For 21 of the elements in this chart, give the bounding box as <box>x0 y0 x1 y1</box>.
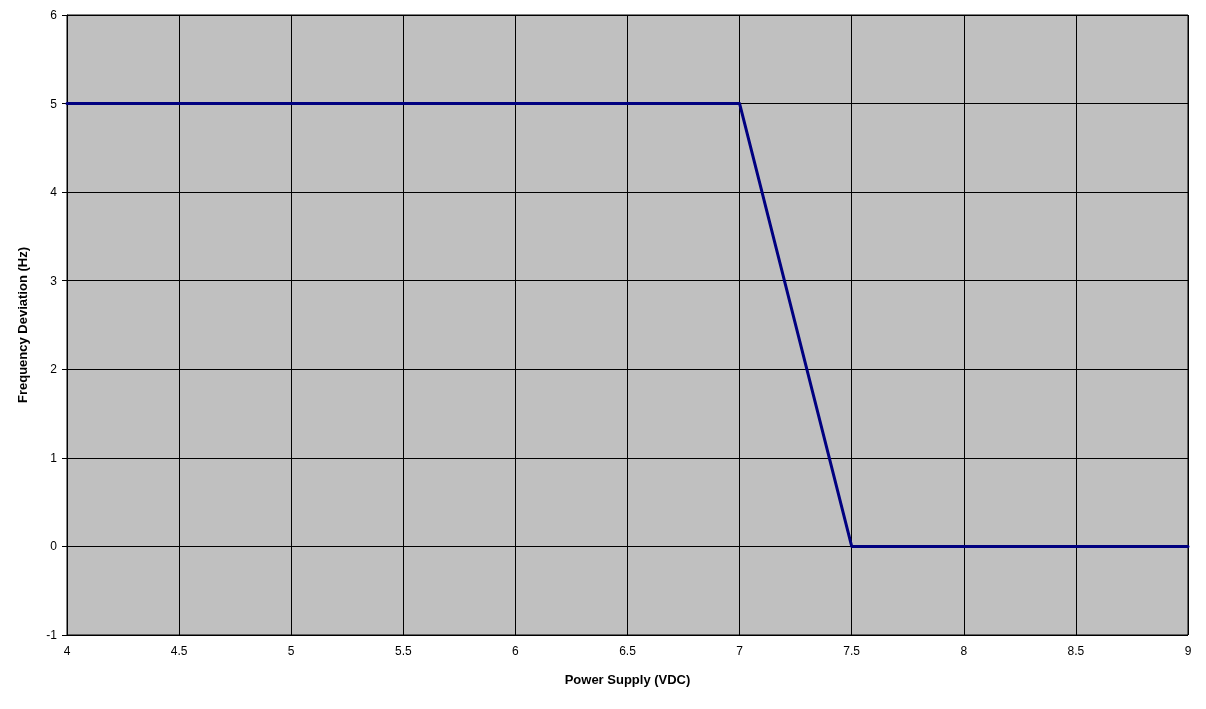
x-tick-label: 6 <box>512 644 520 658</box>
y-tick-label: 5 <box>50 96 58 111</box>
x-tick-label: 8 <box>960 644 968 658</box>
x-axis-title: Power Supply (VDC) <box>564 672 691 687</box>
y-tick-label: 0 <box>50 539 58 554</box>
x-tick-label: 4.5 <box>170 644 188 658</box>
y-tick-label: 4 <box>50 185 58 200</box>
x-tick-label: 6.5 <box>619 644 637 658</box>
x-tick-label: 5.5 <box>394 644 412 658</box>
y-tick-label: 1 <box>50 450 58 465</box>
y-tick-label: 6 <box>50 8 58 22</box>
x-tick-label: 8.5 <box>1067 644 1085 658</box>
y-tick-label: -1 <box>46 628 58 642</box>
y-tick-label: 3 <box>50 273 58 288</box>
x-tick-label: 9 <box>1184 644 1192 658</box>
x-tick-label: 7 <box>736 644 744 658</box>
y-tick-label: 2 <box>50 362 58 377</box>
x-tick-label: 4 <box>63 644 71 658</box>
x-tick-label: 7.5 <box>843 644 861 658</box>
y-axis-title: Frequency Deviation (Hz) <box>15 246 30 404</box>
x-tick-label: 5 <box>287 644 295 658</box>
